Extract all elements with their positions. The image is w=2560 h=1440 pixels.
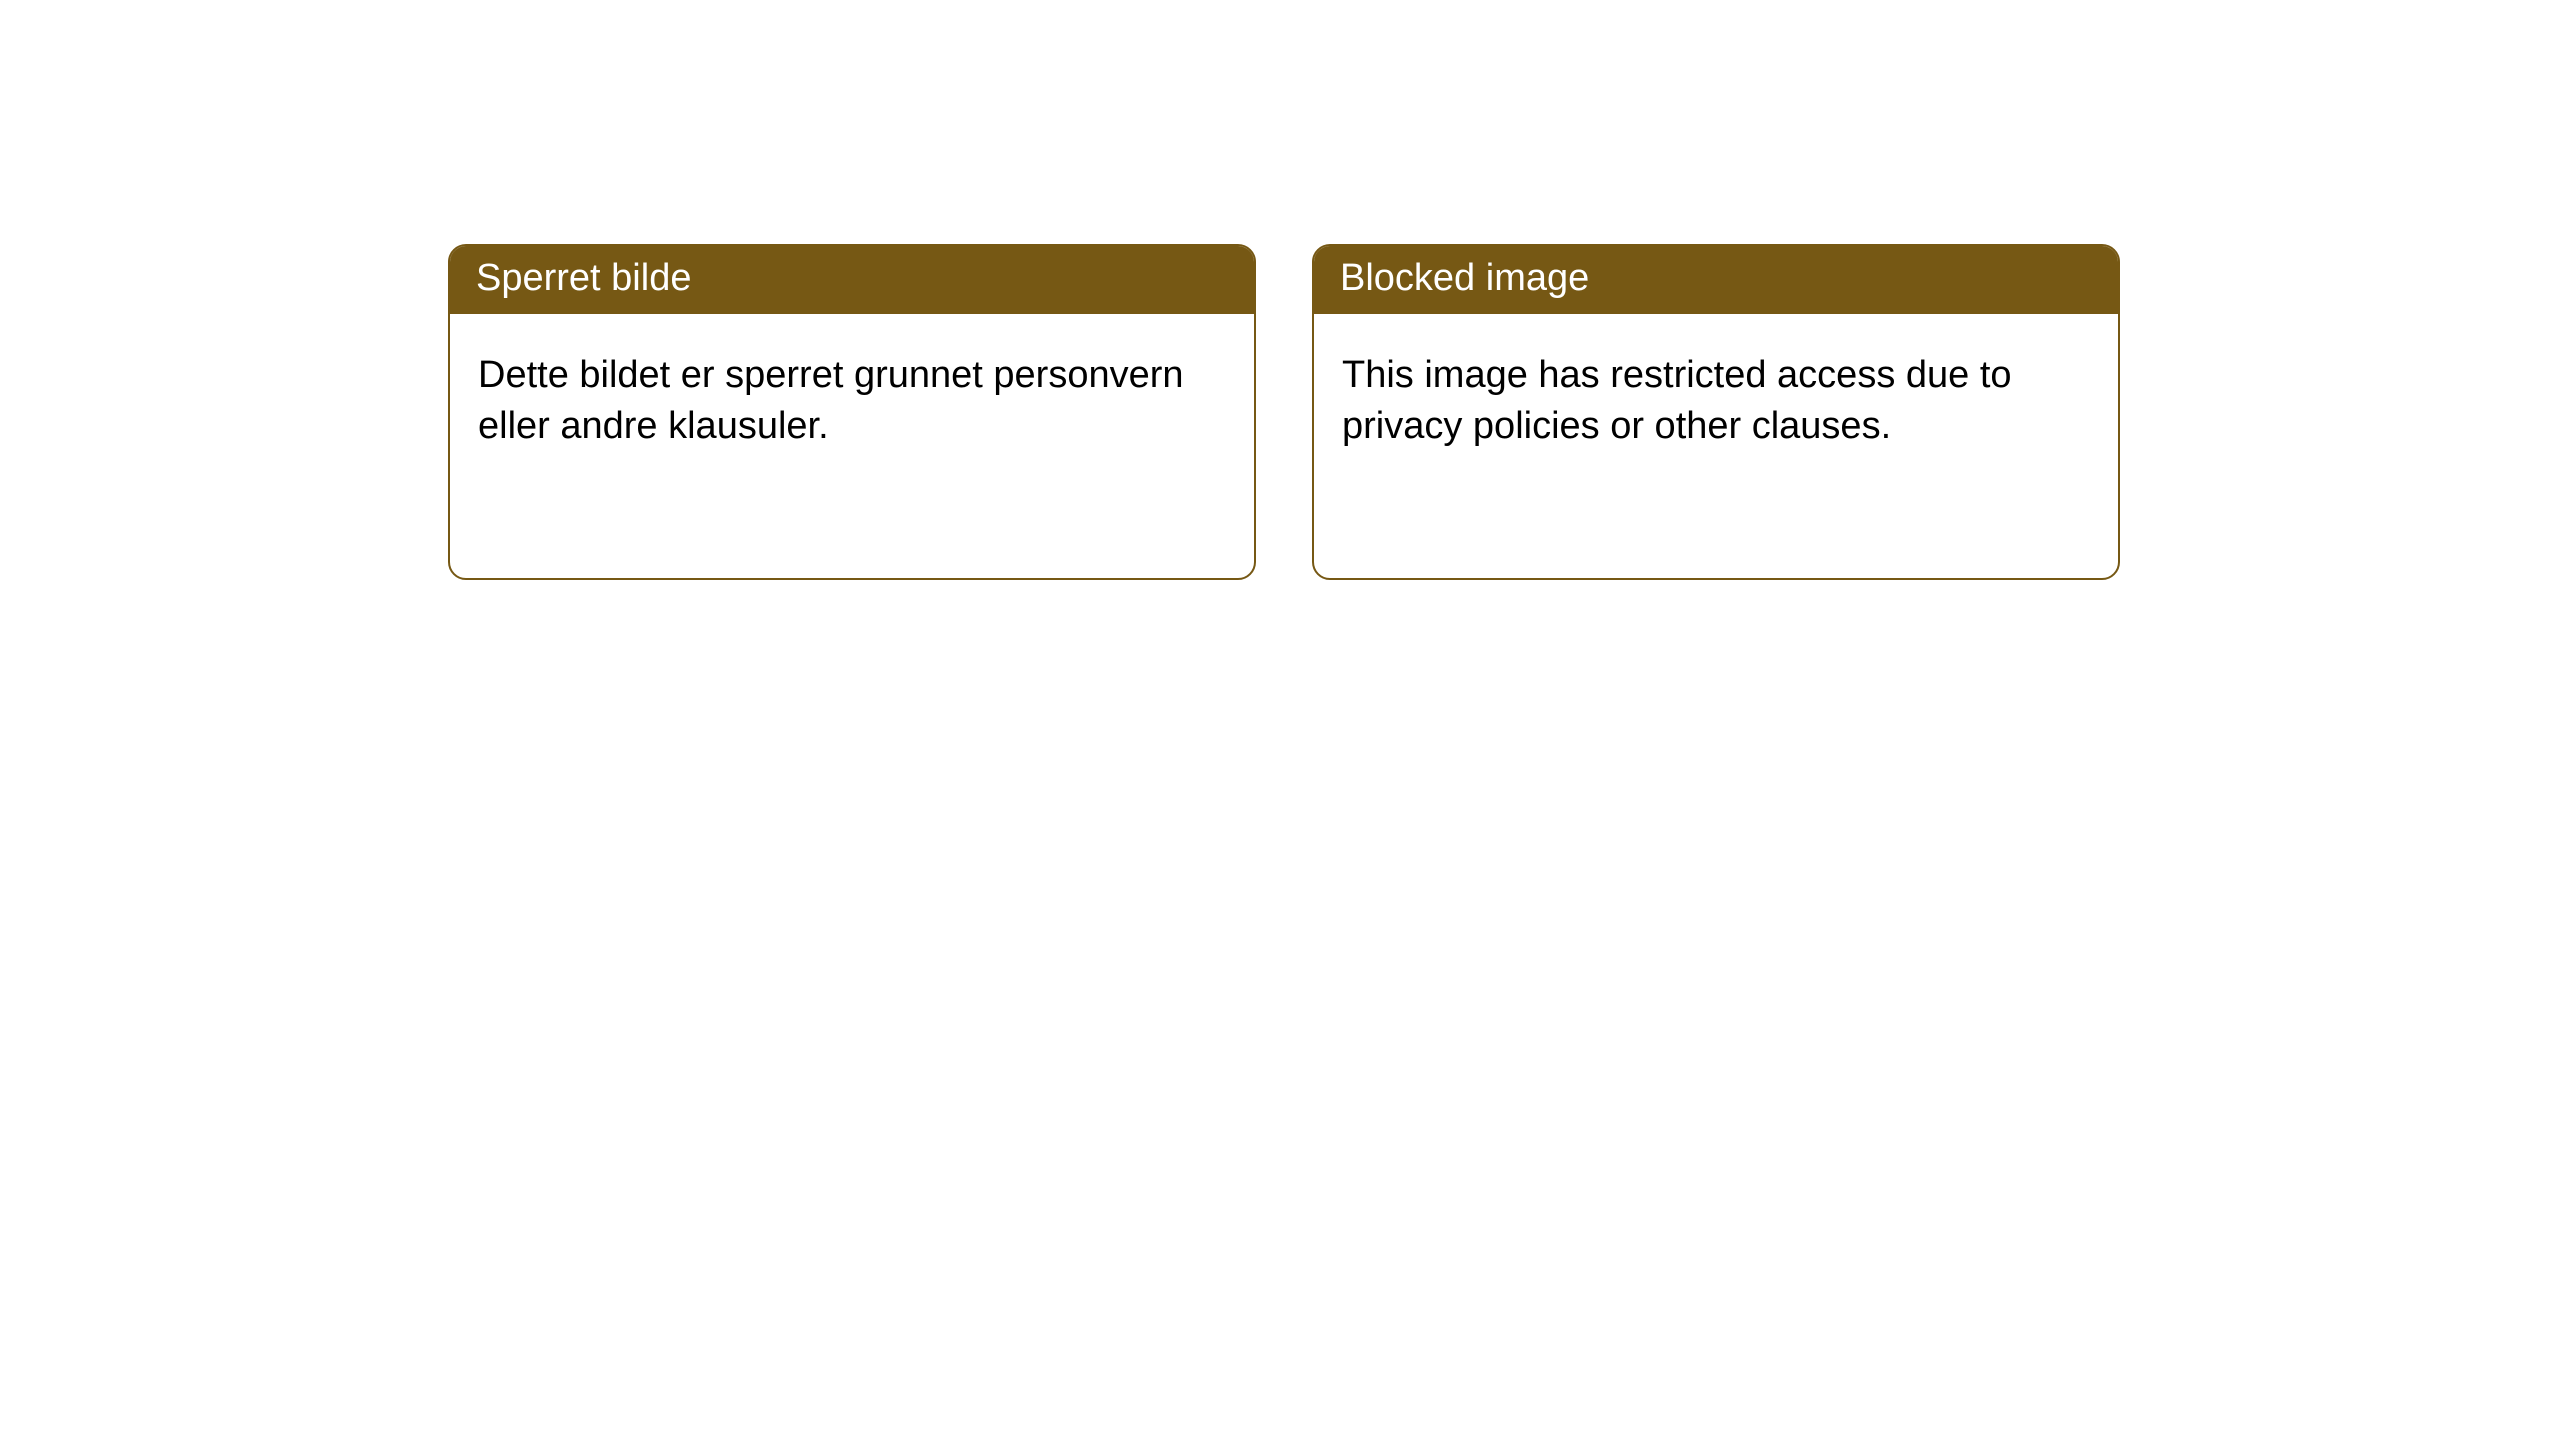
notice-container: Sperret bilde Dette bildet er sperret gr… (0, 0, 2560, 580)
notice-card-title: Sperret bilde (450, 246, 1254, 314)
notice-card-body: Dette bildet er sperret grunnet personve… (450, 314, 1254, 489)
notice-card-english: Blocked image This image has restricted … (1312, 244, 2120, 580)
notice-card-title: Blocked image (1314, 246, 2118, 314)
notice-card-norwegian: Sperret bilde Dette bildet er sperret gr… (448, 244, 1256, 580)
notice-card-body: This image has restricted access due to … (1314, 314, 2118, 489)
